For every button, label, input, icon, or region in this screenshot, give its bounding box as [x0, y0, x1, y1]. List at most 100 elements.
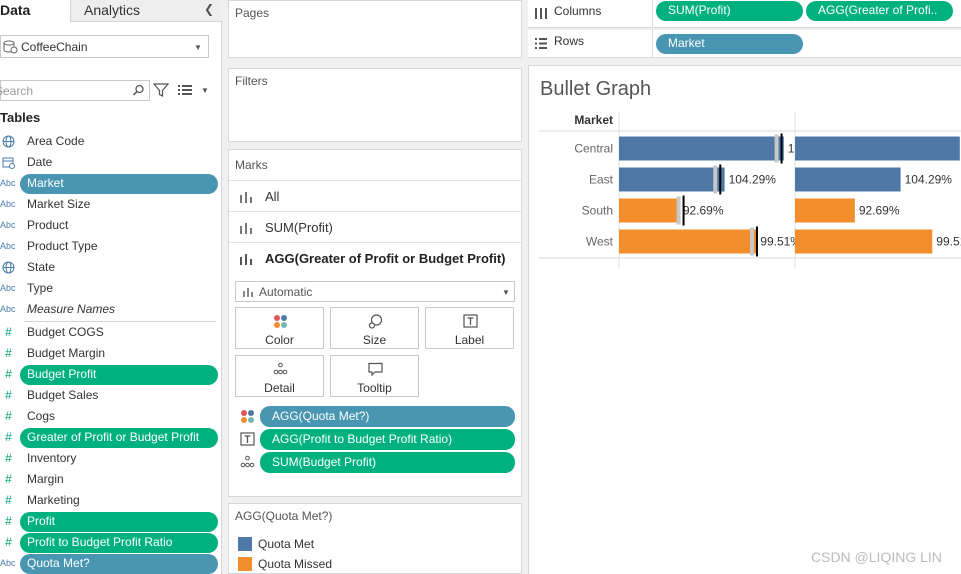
- bar: [795, 136, 960, 161]
- hash-icon: #: [5, 325, 12, 339]
- rows-icon: [535, 38, 547, 49]
- search-icon: [132, 84, 144, 96]
- legend-swatch: [238, 557, 252, 571]
- data-label: 104.29%: [905, 173, 953, 187]
- marks-card: Marks All SUM(Profit) AGG(Greater of Pro…: [228, 149, 522, 497]
- bar: [795, 198, 855, 223]
- columns-pill-greater-of-profit[interactable]: AGG(Greater of Profi..: [806, 1, 953, 21]
- field-item[interactable]: # Budget Margin: [0, 343, 222, 364]
- field-item[interactable]: Abc Measure Names: [0, 299, 222, 320]
- marks-field-quota-met[interactable]: AGG(Quota Met?): [235, 406, 515, 427]
- marks-tab-label: AGG(Greater of Profit or Budget Profit): [265, 251, 506, 266]
- field-item[interactable]: # Budget COGS: [0, 322, 222, 343]
- viz-canvas: Bullet Graph MarketCentral101.37%101.37%…: [528, 65, 961, 574]
- globe-icon: [1, 261, 16, 274]
- color-icon: [241, 410, 254, 423]
- legend-label: Quota Missed: [258, 557, 333, 571]
- field-item[interactable]: # Marketing: [0, 490, 222, 511]
- tooltip-button[interactable]: Tooltip: [330, 355, 419, 397]
- pill-background: [20, 533, 218, 553]
- collapse-pane-icon[interactable]: ❮: [204, 2, 215, 16]
- field-label: Product: [27, 218, 69, 232]
- field-label: Area Code: [27, 134, 85, 148]
- rows-pill-market[interactable]: Market: [656, 34, 803, 54]
- field-label: Measure Names: [27, 302, 116, 316]
- mark-type-select[interactable]: Automatic ▼: [235, 281, 515, 302]
- field-item[interactable]: Abc Product Type: [0, 236, 222, 257]
- marks-tab-all[interactable]: All: [229, 180, 521, 211]
- pill-background: [260, 406, 515, 427]
- size-button[interactable]: Size: [330, 307, 419, 349]
- field-item[interactable]: # Profit: [0, 511, 222, 532]
- bar-icon: [240, 254, 252, 265]
- field-item[interactable]: # Inventory: [0, 448, 222, 469]
- field-item[interactable]: # Budget Profit: [0, 364, 222, 385]
- tables-heading: Tables: [0, 110, 41, 125]
- field-item[interactable]: State: [0, 257, 222, 278]
- color-legend: AGG(Quota Met?) Quota Met Quota Missed: [228, 503, 522, 574]
- field-item[interactable]: # Budget Sales: [0, 385, 222, 406]
- data-label: 92.69%: [859, 204, 900, 218]
- calendar-icon: [1, 156, 16, 169]
- field-item[interactable]: # Cogs: [0, 406, 222, 427]
- label-button[interactable]: Label: [425, 307, 514, 349]
- field-item[interactable]: Date: [0, 152, 222, 173]
- hash-icon: #: [5, 388, 12, 402]
- detail-button[interactable]: Detail: [235, 355, 324, 397]
- list-view-icon[interactable]: [178, 84, 192, 96]
- shelves-pane: Pages Filters Marks All SUM(Profit) AGG(…: [222, 0, 528, 574]
- filters-shelf[interactable]: Filters: [228, 68, 522, 142]
- data-label: 99.51%: [760, 235, 801, 249]
- bar: [619, 167, 725, 192]
- marks-tab-sum-profit[interactable]: SUM(Profit): [229, 211, 521, 242]
- reference-band: [676, 196, 681, 225]
- field-item[interactable]: Abc Product: [0, 215, 222, 236]
- columns-label: Columns: [554, 4, 602, 18]
- datasource-icon: [3, 40, 18, 54]
- marks-field-budget-profit[interactable]: SUM(Budget Profit): [235, 452, 515, 473]
- label-label: Label: [454, 333, 485, 347]
- filter-icon[interactable]: [153, 82, 169, 98]
- reference-band: [749, 227, 754, 256]
- search-box[interactable]: Search: [0, 80, 150, 101]
- hash-icon: #: [5, 472, 12, 486]
- label-icon: [463, 314, 478, 328]
- bar: [795, 167, 901, 192]
- chevron-down-icon: ▼: [502, 288, 510, 297]
- columns-shelf[interactable]: Columns SUM(Profit) AGG(Greater of Profi…: [528, 0, 961, 28]
- marks-tab-greater-of-profit[interactable]: AGG(Greater of Profit or Budget Profit): [229, 242, 521, 273]
- field-item[interactable]: # Profit to Budget Profit Ratio: [0, 532, 222, 553]
- pill-label: Market: [668, 36, 705, 50]
- field-item[interactable]: Abc Quota Met?: [0, 553, 222, 574]
- field-label: Inventory: [27, 451, 77, 465]
- abc-icon: Abc: [0, 304, 16, 314]
- search-input[interactable]: Search: [0, 84, 34, 98]
- rows-shelf[interactable]: Rows Market: [528, 30, 961, 58]
- field-item[interactable]: Abc Market Size: [0, 194, 222, 215]
- field-label: State: [27, 260, 56, 274]
- chevron-down-icon[interactable]: ▼: [201, 86, 209, 95]
- datasource-select[interactable]: CoffeeChain ▼: [0, 35, 209, 58]
- field-item[interactable]: Area Code: [0, 131, 222, 152]
- pill-background: [20, 365, 218, 385]
- hash-icon: #: [5, 430, 12, 444]
- field-item[interactable]: # Margin: [0, 469, 222, 490]
- tab-data[interactable]: Data: [0, 0, 70, 22]
- color-button[interactable]: Color: [235, 307, 324, 349]
- field-item[interactable]: Abc Type: [0, 278, 222, 299]
- field-item[interactable]: Abc Market: [0, 173, 222, 194]
- color-icon: [274, 315, 287, 328]
- abc-icon: Abc: [0, 220, 16, 230]
- pages-shelf[interactable]: Pages: [228, 0, 522, 58]
- hash-icon: #: [5, 535, 12, 549]
- columns-pill-sum-profit[interactable]: SUM(Profit): [656, 1, 803, 21]
- detail-icon: [240, 455, 255, 468]
- pill-background: [20, 512, 218, 532]
- field-item[interactable]: # Greater of Profit or Budget Profit: [0, 427, 222, 448]
- abc-icon: Abc: [0, 283, 16, 293]
- reference-band: [713, 165, 718, 194]
- marks-field-profit-ratio[interactable]: AGG(Profit to Budget Profit Ratio): [235, 429, 515, 450]
- globe-icon: [1, 135, 16, 148]
- tab-analytics[interactable]: Analytics: [70, 0, 222, 22]
- field-label: Profit to Budget Profit Ratio: [27, 535, 173, 549]
